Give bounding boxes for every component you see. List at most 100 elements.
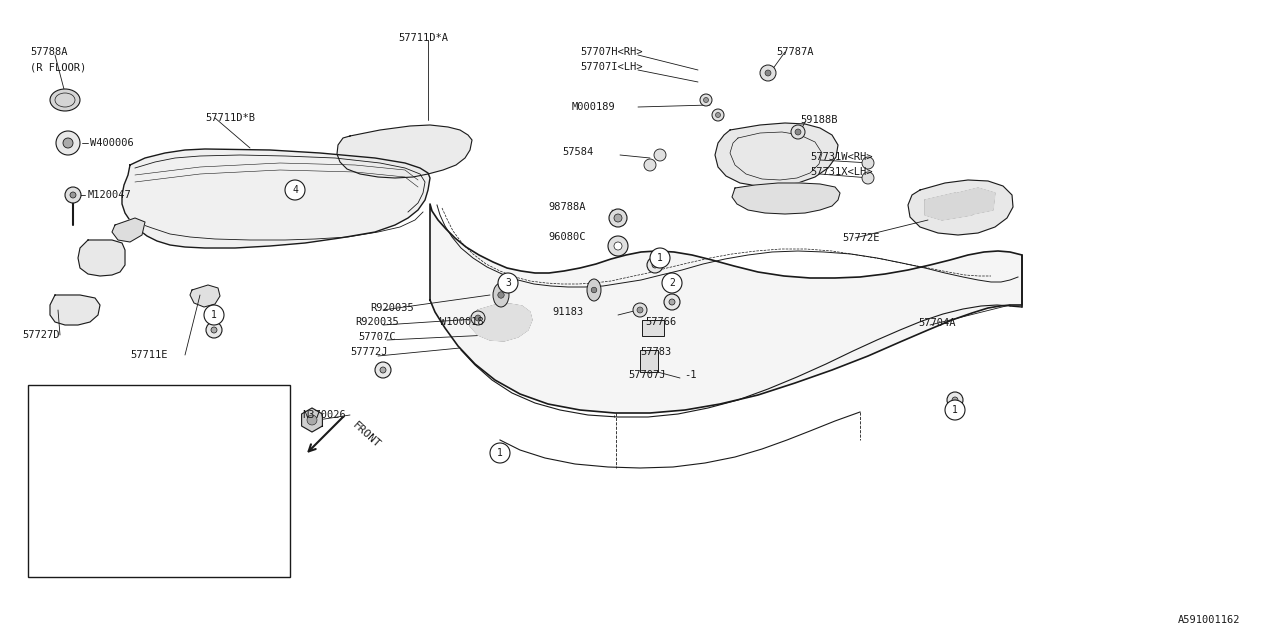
Circle shape [471, 311, 485, 325]
Polygon shape [302, 408, 323, 432]
Circle shape [38, 432, 59, 452]
Circle shape [380, 367, 387, 373]
Polygon shape [113, 218, 145, 242]
Polygon shape [470, 304, 532, 341]
Text: 57772E: 57772E [842, 233, 879, 243]
Circle shape [650, 248, 669, 268]
Text: 1: 1 [657, 253, 663, 263]
Circle shape [591, 287, 596, 293]
Text: (R FLOOR): (R FLOOR) [29, 62, 86, 72]
Text: 3: 3 [506, 278, 511, 288]
Text: N: N [78, 552, 83, 561]
Text: M000189: M000189 [572, 102, 616, 112]
Circle shape [204, 305, 224, 325]
Text: FRONT: FRONT [349, 420, 381, 450]
Polygon shape [78, 240, 125, 276]
Text: 57711D*A: 57711D*A [398, 33, 448, 43]
Circle shape [38, 394, 59, 414]
Circle shape [70, 192, 76, 198]
Polygon shape [716, 123, 838, 186]
Circle shape [652, 262, 658, 268]
Text: 98788A: 98788A [548, 202, 585, 212]
Circle shape [609, 209, 627, 227]
Polygon shape [732, 183, 840, 214]
Text: 4: 4 [46, 551, 52, 561]
Circle shape [38, 470, 59, 490]
Polygon shape [50, 295, 100, 325]
Circle shape [637, 307, 643, 313]
Text: W140007: W140007 [78, 399, 122, 409]
Circle shape [497, 450, 503, 456]
Circle shape [497, 450, 503, 456]
Polygon shape [925, 193, 975, 220]
Circle shape [307, 415, 317, 425]
Circle shape [716, 113, 721, 118]
Text: 1: 1 [46, 399, 52, 409]
Text: 57707C: 57707C [358, 332, 396, 342]
Circle shape [947, 392, 963, 408]
Circle shape [490, 443, 509, 463]
Bar [28, 385, 291, 577]
Circle shape [211, 327, 218, 333]
Circle shape [498, 273, 518, 293]
Circle shape [654, 149, 666, 161]
Circle shape [614, 242, 622, 250]
Text: 2: 2 [669, 278, 675, 288]
Text: W400006: W400006 [90, 138, 133, 148]
Ellipse shape [588, 279, 602, 301]
Circle shape [492, 445, 508, 461]
Polygon shape [122, 149, 430, 248]
Circle shape [795, 129, 801, 135]
Text: 023808000(4): 023808000(4) [92, 551, 166, 561]
Text: 57783: 57783 [640, 347, 671, 357]
Circle shape [38, 546, 59, 566]
Bar [643, 320, 664, 336]
Polygon shape [430, 204, 1021, 413]
Text: 57711E: 57711E [131, 350, 168, 360]
Circle shape [861, 157, 874, 169]
Circle shape [861, 172, 874, 184]
Text: -1: -1 [684, 370, 696, 380]
Circle shape [492, 445, 508, 461]
Text: M120047: M120047 [88, 190, 132, 200]
Text: 4: 4 [292, 185, 298, 195]
Text: 57765D<LH>: 57765D<LH> [78, 513, 141, 523]
Circle shape [285, 180, 305, 200]
Circle shape [760, 65, 776, 81]
Text: 57772J: 57772J [349, 347, 388, 357]
Circle shape [791, 125, 805, 139]
Ellipse shape [493, 283, 509, 307]
Polygon shape [189, 285, 220, 307]
Circle shape [704, 97, 709, 102]
Circle shape [65, 187, 81, 203]
Circle shape [206, 322, 221, 338]
Text: 57584: 57584 [562, 147, 593, 157]
Text: W100018: W100018 [440, 317, 484, 327]
Circle shape [945, 400, 965, 420]
Polygon shape [337, 125, 472, 178]
Text: 2: 2 [46, 437, 52, 447]
Circle shape [700, 94, 712, 106]
Circle shape [634, 303, 646, 317]
Text: A591001162: A591001162 [1178, 615, 1240, 625]
Circle shape [74, 549, 88, 563]
Text: R920035: R920035 [355, 317, 399, 327]
Bar [640, 350, 658, 372]
Circle shape [74, 435, 88, 449]
Text: 57787A: 57787A [776, 47, 814, 57]
Circle shape [608, 236, 628, 256]
Text: 96080C: 96080C [548, 232, 585, 242]
Text: 57731X<LH>: 57731X<LH> [810, 167, 873, 177]
Text: 57711D*B: 57711D*B [205, 113, 255, 123]
Text: 57707H<RH>: 57707H<RH> [580, 47, 643, 57]
Text: 1: 1 [211, 310, 216, 320]
Circle shape [712, 109, 724, 121]
Circle shape [765, 70, 771, 76]
Text: 1: 1 [952, 405, 957, 415]
Text: N370026: N370026 [302, 410, 346, 420]
Text: 3: 3 [46, 475, 52, 485]
Circle shape [669, 299, 675, 305]
Circle shape [63, 138, 73, 148]
Circle shape [664, 294, 680, 310]
Ellipse shape [50, 89, 79, 111]
